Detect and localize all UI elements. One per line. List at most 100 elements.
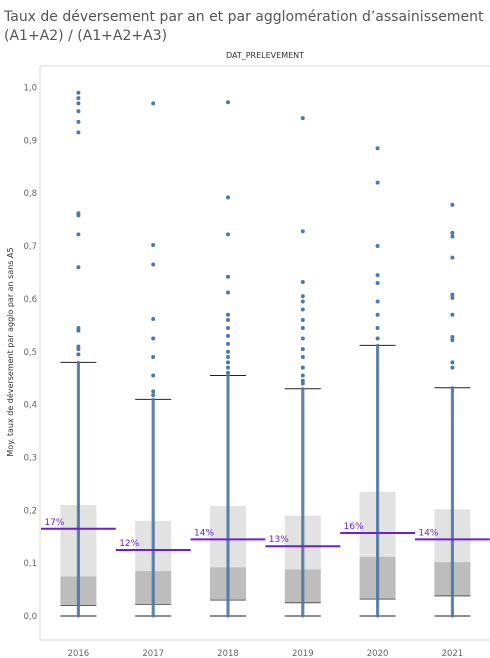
outlier-point xyxy=(76,96,81,101)
outlier-point xyxy=(300,229,305,234)
outlier-point xyxy=(375,299,380,304)
outlier-point xyxy=(450,365,455,370)
mean-label: 16% xyxy=(344,522,364,532)
outlier-point xyxy=(300,325,305,330)
outlier-point xyxy=(450,338,455,343)
mean-label: 12% xyxy=(119,539,139,549)
outlier-point xyxy=(300,381,305,386)
x-axis-ticks: 2016 2017 2018 2019 2020 2021 xyxy=(68,649,464,658)
outlier-point xyxy=(76,352,81,357)
outlier-point xyxy=(151,101,156,106)
outlier-point xyxy=(76,90,81,95)
outlier-point xyxy=(226,232,230,237)
outlier-point xyxy=(450,292,455,297)
outlier-point xyxy=(226,195,230,200)
y-tick-label: 0,2 xyxy=(23,506,37,516)
outlier-point xyxy=(151,355,156,360)
outlier-point xyxy=(450,234,455,239)
outlier-point xyxy=(300,294,305,299)
x-tick-label: 2019 xyxy=(292,649,314,658)
outlier-point xyxy=(76,232,81,237)
outlier-point xyxy=(76,119,81,124)
mean-label: 17% xyxy=(44,518,64,528)
outlier-point xyxy=(226,318,230,323)
outlier-point xyxy=(375,273,380,278)
box-plot-2019: 13% xyxy=(265,116,341,618)
outlier-point xyxy=(226,290,230,295)
y-tick-label: 0,0 xyxy=(23,612,37,622)
outlier-point xyxy=(151,242,156,247)
outlier-point xyxy=(375,336,380,341)
outlier-point xyxy=(375,180,380,185)
outlier-point xyxy=(76,130,81,135)
outlier-point xyxy=(375,281,380,286)
outlier-point xyxy=(300,336,305,341)
outlier-point xyxy=(226,341,230,346)
box-plot-2016: 17% xyxy=(41,90,116,618)
outlier-point xyxy=(151,373,156,378)
outlier-point xyxy=(375,325,380,330)
outlier-point xyxy=(151,393,156,398)
outlier-point xyxy=(300,355,305,360)
outlier-point xyxy=(300,347,305,352)
outlier-point xyxy=(450,255,455,260)
column-header: DAT_PRELEVEMENT xyxy=(226,51,304,60)
x-tick-label: 2018 xyxy=(217,649,239,658)
outlier-point xyxy=(300,365,305,370)
outlier-point xyxy=(226,349,230,354)
x-tick-label: 2020 xyxy=(367,649,389,658)
outlier-point xyxy=(450,202,455,207)
outlier-point xyxy=(151,336,156,341)
outlier-point xyxy=(226,365,230,370)
box-plot-2020: 16% xyxy=(340,146,415,618)
y-tick-label: 0,6 xyxy=(23,295,37,305)
y-tick-label: 0,9 xyxy=(23,136,37,146)
outlier-point xyxy=(450,312,455,317)
y-tick-label: 0,5 xyxy=(23,348,37,358)
outlier-point xyxy=(76,101,81,106)
y-axis-label: Moy. taux de déversement par agglo par a… xyxy=(5,247,15,456)
outlier-point xyxy=(375,244,380,249)
box-plot-2017: 12% xyxy=(115,101,191,618)
outlier-point xyxy=(76,213,81,218)
outlier-point xyxy=(450,360,455,365)
outlier-point xyxy=(76,109,81,114)
outlier-point xyxy=(226,274,230,279)
outlier-point xyxy=(300,373,305,378)
outlier-point xyxy=(226,370,230,375)
outlier-point xyxy=(300,307,305,312)
outlier-point xyxy=(450,295,455,300)
y-tick-label: 0,8 xyxy=(23,189,37,199)
y-tick-label: 0,1 xyxy=(23,559,37,569)
outlier-point xyxy=(300,299,305,304)
mean-label: 14% xyxy=(418,528,438,538)
outlier-point xyxy=(76,347,81,352)
outlier-point xyxy=(226,312,230,317)
x-tick-label: 2016 xyxy=(68,649,90,658)
outlier-point xyxy=(76,328,81,333)
y-tick-label: 0,7 xyxy=(23,242,37,252)
x-tick-label: 2021 xyxy=(442,649,464,658)
box-plot-2021: 14% xyxy=(415,202,490,618)
mean-label: 13% xyxy=(269,535,289,545)
outlier-point xyxy=(226,100,230,105)
outlier-point xyxy=(151,262,156,267)
outlier-point xyxy=(375,146,380,151)
outlier-point xyxy=(226,360,230,365)
box-plots: 17% 12% 14% 13% 16% 14% xyxy=(41,90,490,618)
x-tick-label: 2017 xyxy=(142,649,164,658)
outlier-point xyxy=(226,333,230,338)
outlier-point xyxy=(300,279,305,284)
y-tick-label: 0,4 xyxy=(23,401,37,411)
chart-title-line2: (A1+A2) / (A1+A2+A3) xyxy=(4,28,167,44)
y-tick-label: 0,3 xyxy=(23,453,37,463)
outlier-point xyxy=(151,389,156,394)
outlier-point xyxy=(375,312,380,317)
y-tick-label: 1,0 xyxy=(23,84,37,94)
outlier-point xyxy=(151,316,156,321)
chart-title-line1: Taux de déversement par an et par agglom… xyxy=(3,9,484,25)
box-plot-2018: 14% xyxy=(190,100,266,618)
outlier-point xyxy=(450,230,455,235)
outlier-point xyxy=(300,116,305,121)
